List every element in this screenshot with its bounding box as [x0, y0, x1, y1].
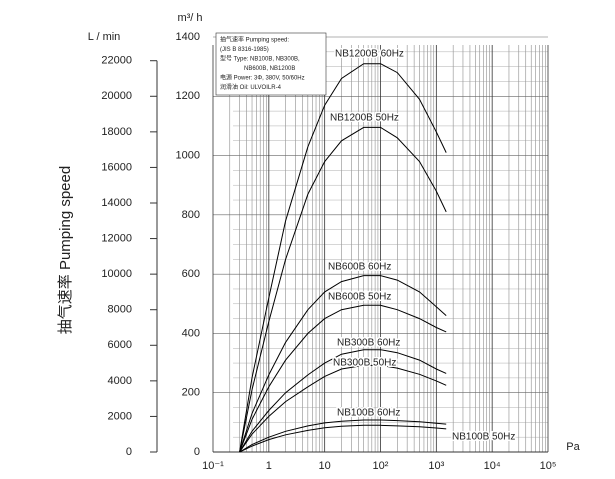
annotation-line: 抽气速率 Pumping speed:	[220, 36, 289, 44]
y2-tick-label: 16000	[101, 161, 132, 173]
annotation-line: (JIS B 8316-1985)	[220, 47, 269, 53]
annotation-line: 型号 Type: NB100B, NB300B,	[220, 55, 300, 63]
y2-tick-label: 4000	[108, 375, 132, 387]
y2-tick-label: 8000	[108, 304, 132, 316]
curve	[239, 126, 447, 453]
y2-tick-label: 12000	[101, 232, 132, 244]
series-label: NB300B 60Hz	[337, 338, 400, 349]
y-tick-label: 600	[182, 268, 200, 280]
curve	[239, 349, 447, 453]
x-unit: Pa	[566, 441, 580, 453]
x-tick-label: 10	[319, 460, 331, 472]
curve	[239, 275, 447, 453]
y2-tick-label: 20000	[101, 90, 132, 102]
y-tick-label: 400	[182, 327, 200, 339]
y2-unit: L / min	[88, 31, 121, 43]
annotation-line: NB600B, NB1200B	[244, 66, 295, 72]
y-tick-label: 1200	[176, 90, 200, 102]
series-label: NB600B 60Hz	[328, 262, 391, 273]
y-unit: m³/ h	[177, 12, 202, 24]
y2-tick-label: 18000	[101, 126, 132, 138]
annotation-line: 电源 Power: 3Φ, 380V, 50/60Hz	[220, 74, 305, 82]
x-tick-label: 10³	[428, 460, 444, 472]
x-tick-label: 10⁻¹	[202, 460, 224, 472]
annotation-line: 润滑油 Oil: ULVOILR-4	[220, 83, 282, 91]
y2-tick-label: 0	[126, 446, 132, 458]
series-label: NB600B 50Hz	[328, 292, 391, 303]
y2-tick-label: 14000	[101, 197, 132, 209]
y2-tick-label: 6000	[108, 339, 132, 351]
annotation-box	[215, 32, 327, 96]
curve	[239, 304, 447, 453]
series-label: NB1200B 50Hz	[330, 113, 399, 124]
y2-tick-label: 2000	[108, 410, 132, 422]
y-tick-label: 1400	[176, 31, 200, 43]
x-tick-label: 1	[266, 460, 272, 472]
series-label: NB300B 50Hz	[333, 358, 396, 369]
series-label: NB1200B 60Hz	[335, 49, 404, 60]
y2-tick-label: 10000	[101, 268, 132, 280]
y-tick-label: 0	[194, 446, 200, 458]
curve	[239, 364, 447, 453]
x-tick-label: 10⁴	[484, 460, 501, 472]
y-tick-label: 1000	[176, 149, 200, 161]
series-label: NB100B 50Hz	[452, 432, 515, 443]
y-axis-label: 抽气速率 Pumping speed	[57, 166, 74, 334]
y2-tick-label: 22000	[101, 55, 132, 67]
y-tick-label: 800	[182, 209, 200, 221]
x-tick-label: 10⁵	[540, 460, 557, 472]
x-tick-label: 10²	[373, 460, 389, 472]
curve	[239, 63, 447, 453]
y-tick-label: 200	[182, 387, 200, 399]
series-label: NB100B 60Hz	[337, 408, 400, 419]
curve	[239, 419, 447, 453]
curve	[239, 424, 447, 453]
